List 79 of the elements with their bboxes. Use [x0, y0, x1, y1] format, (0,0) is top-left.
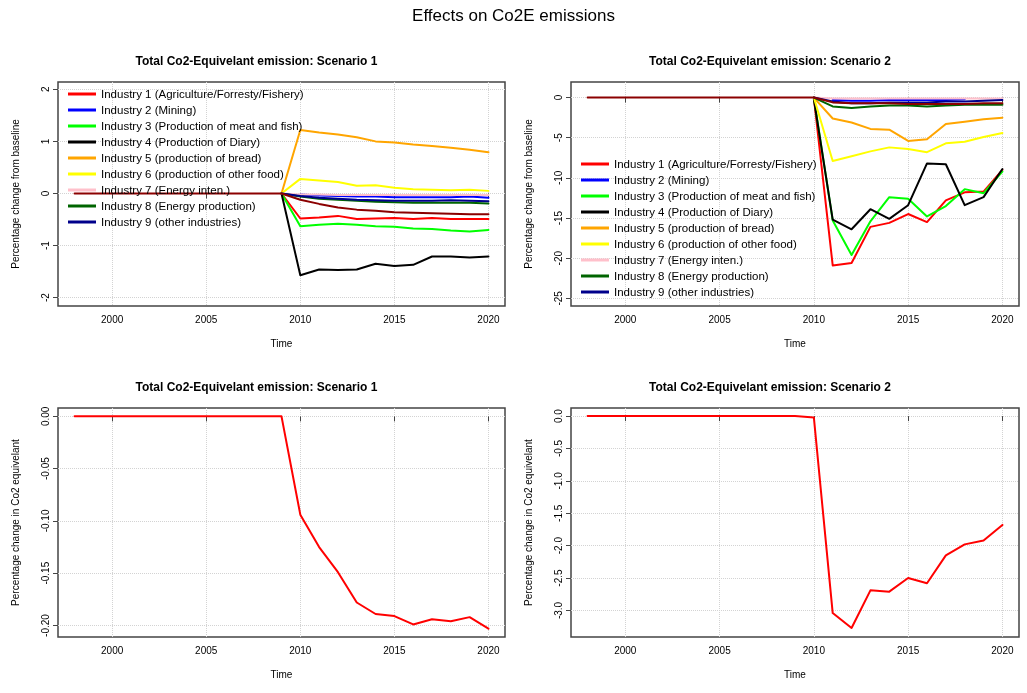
legend-label: Industry 9 (other industries) [614, 286, 755, 298]
legend-label: Industry 4 (Production of Diary) [614, 206, 774, 218]
x-tick-label: 2000 [614, 313, 637, 325]
chart-title: Total Co2-Equivelant emission: Scenario 2 [649, 380, 892, 394]
legend-label: Industry 6 (production of other food) [101, 168, 284, 180]
legend-label: Industry 3 (Production of meat and fish) [614, 190, 816, 202]
legend-label: Industry 8 (Energy production) [614, 270, 769, 282]
line-series [586, 96, 1004, 106]
y-axis-title: Percentage change from baseline [522, 118, 534, 269]
legend-label: Industry 8 (Energy production) [101, 200, 256, 212]
x-tick-label: 2005 [195, 313, 218, 325]
x-axis-title: Time [270, 337, 293, 349]
legend-label: Industry 2 (Mining) [101, 104, 197, 116]
x-axis-title: Time [270, 668, 293, 680]
legend-label: Industry 2 (Mining) [614, 174, 710, 186]
y-tick-label: -0.10 [39, 509, 51, 533]
legend-label: Industry 3 (Production of meat and fish) [101, 120, 303, 132]
y-tick-label: -25 [552, 290, 564, 306]
x-tick-label: 2000 [614, 644, 637, 656]
chart-title: Total Co2-Equivelant emission: Scenario 1 [135, 380, 378, 394]
y-tick-label: 0 [39, 190, 51, 197]
legend-label: Industry 7 (Energy inten.) [614, 254, 744, 266]
x-tick-label: 2010 [289, 644, 312, 656]
chart-title: Total Co2-Equivelant emission: Scenario 1 [135, 54, 378, 68]
text: Effects on Co2E emissions [411, 6, 616, 26]
x-tick-label: 2010 [802, 313, 826, 325]
y-tick-label: -0.5 [552, 439, 564, 458]
x-tick-label: 2010 [289, 313, 312, 325]
x-tick-label: 2000 [101, 313, 124, 325]
y-axis-title: Percentage change in Co2 equivelant [522, 438, 534, 606]
x-tick-label: 2005 [708, 644, 732, 656]
y-tick-label: -10 [552, 170, 564, 186]
x-tick-label: 2020 [991, 313, 1014, 325]
y-tick-label: -1 [39, 240, 51, 251]
x-tick-label: 2020 [991, 644, 1014, 656]
x-tick-label: 2005 [195, 644, 218, 656]
line-series [280, 192, 490, 277]
y-tick-label: -0.15 [39, 561, 51, 585]
y-tick-label: 1 [39, 138, 51, 145]
legend-label: Industry 1 (Agriculture/Forresty/Fishery) [101, 88, 304, 100]
y-tick-label: -20 [552, 250, 564, 266]
x-tick-label: 2020 [477, 313, 500, 325]
chart-title: Total Co2-Equivelant emission: Scenario 2 [649, 54, 892, 68]
line-series [812, 96, 1004, 142]
y-tick-label: 0.0 [552, 408, 564, 424]
x-tick-label: 2015 [383, 644, 406, 656]
x-tick-label: 2010 [802, 644, 826, 656]
y-tick-label: -3.0 [552, 601, 564, 620]
x-tick-label: 2015 [897, 644, 920, 656]
y-tick-label: -15 [552, 210, 564, 226]
y-axis-title: Percentage change in Co2 equivelant [9, 438, 21, 606]
y-tick-label: -2.0 [552, 536, 564, 555]
legend-label: Industry 5 (production of bread) [101, 152, 262, 164]
line-series [586, 415, 1004, 629]
legend-label: Industry 4 (Production of Diary) [101, 136, 261, 148]
y-tick-label: 0.00 [39, 406, 51, 427]
y-axis-title: Percentage change from baseline [9, 118, 21, 269]
line-series [280, 192, 490, 233]
x-axis-title: Time [784, 668, 807, 680]
y-tick-label: -0.05 [39, 456, 51, 481]
x-tick-label: 2015 [897, 313, 920, 325]
x-tick-label: 2000 [101, 644, 124, 656]
line-series [73, 415, 490, 630]
y-tick-label: -0.20 [39, 613, 51, 637]
x-tick-label: 2005 [708, 313, 732, 325]
y-tick-label: -1.0 [552, 471, 564, 490]
legend-label: Industry 5 (production of bread) [614, 222, 775, 234]
y-tick-label: -1.5 [552, 504, 564, 522]
y-tick-label: -5 [552, 132, 564, 143]
y-tick-label: 0 [552, 94, 564, 101]
x-tick-label: 2015 [383, 313, 406, 325]
legend-label: Industry 9 (other industries) [101, 216, 242, 228]
y-tick-label: 2 [39, 86, 51, 93]
x-axis-title: Time [784, 337, 807, 349]
x-tick-label: 2020 [477, 644, 500, 656]
y-tick-label: -2 [39, 292, 51, 303]
y-tick-label: -2.5 [552, 569, 564, 587]
legend-label: Industry 6 (production of other food) [614, 238, 797, 250]
legend-label: Industry 1 (Agriculture/Forresty/Fishery) [614, 158, 817, 170]
